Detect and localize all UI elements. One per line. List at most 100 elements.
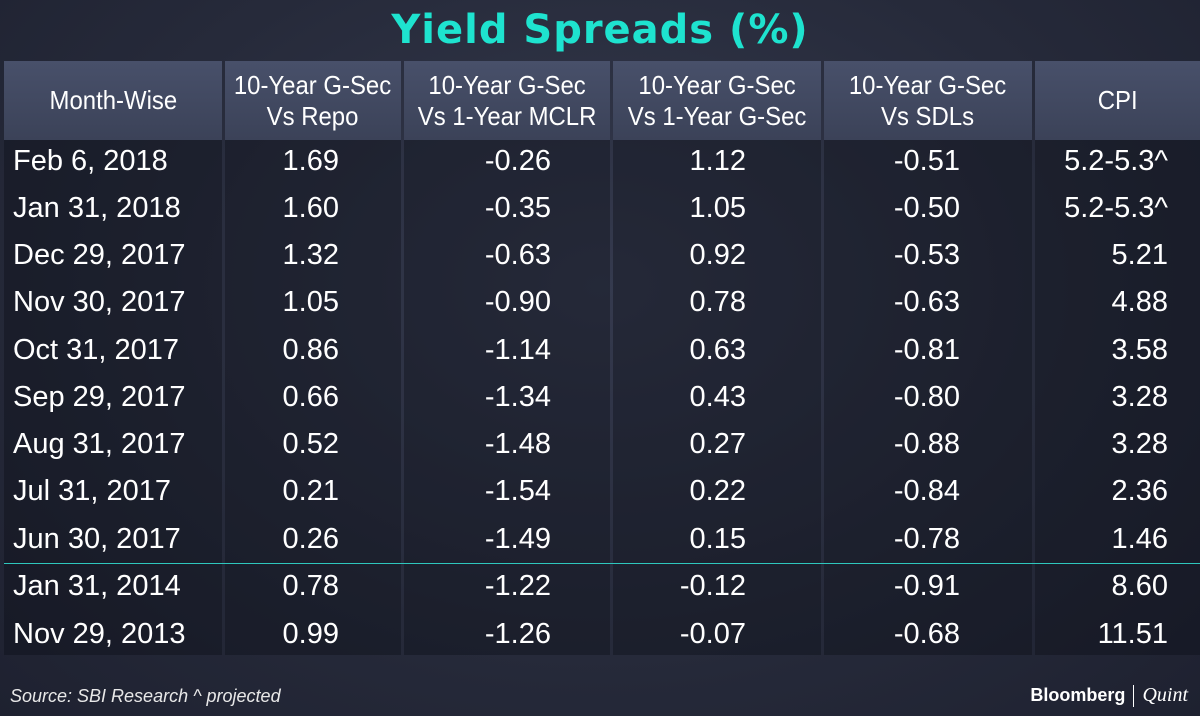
table-cell: 1.60	[282, 192, 339, 224]
chart-title: Yield Spreads (%)	[391, 7, 809, 53]
column-header-text: CPI	[1096, 85, 1139, 116]
table-cell: -0.51	[893, 145, 960, 177]
column-background	[4, 61, 222, 655]
table-cell: -0.63	[484, 239, 551, 271]
column-background	[404, 61, 610, 655]
table-cell: 0.21	[282, 475, 339, 507]
table-cell: -0.91	[893, 570, 960, 602]
period-divider	[4, 563, 1200, 564]
column-header-text: 10-Year G-Sec Vs SDLs	[842, 70, 1013, 132]
table-cell: -0.53	[893, 239, 960, 271]
table-cell: 1.05	[689, 192, 746, 224]
table-cell: -0.07	[679, 618, 746, 650]
row-date: Aug 31, 2017	[13, 428, 186, 460]
column-background	[225, 61, 401, 655]
table-cell: 1.05	[282, 286, 339, 318]
table-cell: -0.63	[893, 286, 960, 318]
table-cell: 4.88	[1111, 286, 1168, 318]
table-cell: 1.12	[689, 145, 746, 177]
header-line: Vs 1-Year G-Sec	[627, 100, 807, 131]
column-header: 10-Year G-Sec Vs SDLs	[824, 61, 1032, 140]
header-line: Vs SDLs	[881, 100, 975, 131]
table-cell: 5.2-5.3^	[1064, 145, 1168, 177]
row-date: Nov 30, 2017	[13, 286, 186, 318]
brand-separator	[1133, 684, 1135, 707]
table-cell: 3.28	[1111, 381, 1168, 413]
table-cell: 0.27	[689, 428, 746, 460]
table-cell: 0.92	[689, 239, 746, 271]
table-cell: -0.26	[484, 145, 551, 177]
table-cell: -1.34	[484, 381, 551, 413]
row-date: Jan 31, 2018	[13, 192, 181, 224]
table-cell: -1.26	[484, 618, 551, 650]
row-date: Nov 29, 2013	[13, 618, 186, 650]
row-date: Sep 29, 2017	[13, 381, 186, 413]
column-background	[824, 61, 1032, 655]
brand-secondary: Quint	[1142, 684, 1188, 706]
table-cell: -1.22	[484, 570, 551, 602]
table-cell: 0.52	[282, 428, 339, 460]
column-header: 10-Year G-Sec Vs Repo	[225, 61, 401, 140]
column-header: 10-Year G-Sec Vs 1-Year G-Sec	[613, 61, 821, 140]
header-line: 10-Year G-Sec	[638, 69, 796, 100]
column-header: CPI	[1035, 61, 1200, 140]
table-cell: 1.32	[282, 239, 339, 271]
row-date: Dec 29, 2017	[13, 239, 186, 271]
table-cell: -1.48	[484, 428, 551, 460]
header-line: 10-Year G-Sec	[234, 69, 392, 100]
row-date: Oct 31, 2017	[13, 334, 180, 366]
table-cell: -1.14	[484, 334, 551, 366]
column-header-text: 10-Year G-Sec Vs 1-Year G-Sec	[620, 70, 814, 132]
row-date: Jul 31, 2017	[13, 475, 172, 507]
table-cell: 1.69	[282, 145, 339, 177]
table-cell: 1.46	[1111, 523, 1168, 555]
column-header-text: 10-Year G-Sec Vs 1-Year MCLR	[410, 70, 604, 132]
row-date: Jun 30, 2017	[13, 523, 181, 555]
table-cell: 11.51	[1097, 618, 1168, 650]
header-line: 10-Year G-Sec	[428, 69, 586, 100]
brand-primary: Bloomberg	[1030, 685, 1126, 705]
source-note: Source: SBI Research ^ projected	[10, 686, 281, 706]
table-cell: 0.26	[282, 523, 339, 555]
table-cell: -0.88	[893, 428, 960, 460]
table-cell: 5.21	[1111, 239, 1168, 271]
table-cell: -0.80	[893, 381, 960, 413]
table-cell: 0.66	[282, 381, 339, 413]
column-header-text: 10-Year G-Sec Vs Repo	[227, 70, 398, 132]
column-background	[613, 61, 821, 655]
table-cell: -0.12	[679, 570, 746, 602]
table-cell: -0.35	[484, 192, 551, 224]
table-cell: 0.43	[689, 381, 746, 413]
table-cell: -0.50	[893, 192, 960, 224]
table-cell: 0.78	[689, 286, 746, 318]
table-cell: 8.60	[1111, 570, 1168, 602]
row-date: Feb 6, 2018	[13, 145, 168, 177]
table-cell: 3.58	[1111, 334, 1168, 366]
table-cell: -1.54	[484, 475, 551, 507]
table-cell: 5.2-5.3^	[1064, 192, 1168, 224]
column-header: Month-Wise	[4, 61, 222, 140]
column-header: 10-Year G-Sec Vs 1-Year MCLR	[404, 61, 610, 140]
table-cell: -1.49	[484, 523, 551, 555]
table-cell: -0.90	[484, 286, 551, 318]
table-cell: -0.84	[893, 475, 960, 507]
table-cell: -0.68	[893, 618, 960, 650]
table-cell: 0.22	[689, 475, 746, 507]
table-cell: 3.28	[1111, 428, 1168, 460]
table-cell: 0.86	[282, 334, 339, 366]
table-cell: 0.99	[282, 618, 339, 650]
row-date: Jan 31, 2014	[13, 570, 181, 602]
table-cell: 0.63	[689, 334, 746, 366]
header-line: Month-Wise	[49, 85, 177, 115]
table-cell: 0.78	[282, 570, 339, 602]
column-background	[1035, 61, 1200, 655]
table-cell: -0.81	[893, 334, 960, 366]
table-cell: 2.36	[1111, 475, 1168, 507]
column-header-text: Month-Wise	[44, 85, 183, 116]
header-line: Vs Repo	[267, 100, 359, 131]
header-line: Vs 1-Year MCLR	[417, 100, 597, 131]
table-cell: 0.15	[689, 523, 746, 555]
header-line: CPI	[1097, 85, 1138, 115]
table-cell: -0.78	[893, 523, 960, 555]
header-line: 10-Year G-Sec	[849, 69, 1007, 100]
